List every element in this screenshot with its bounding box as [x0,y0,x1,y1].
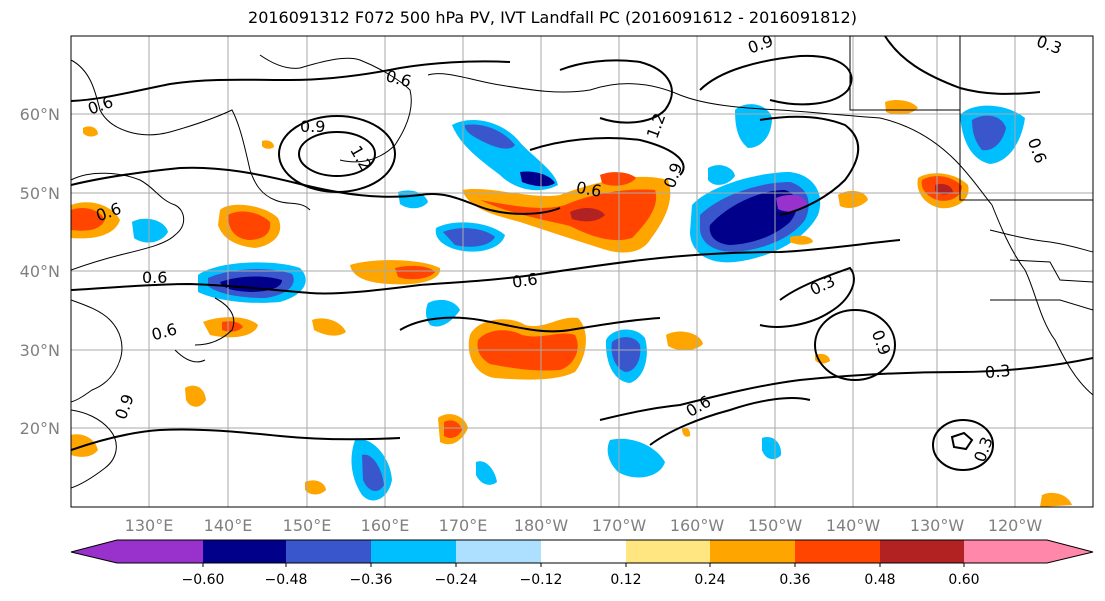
contour-label: 1.2 [346,142,375,174]
lat-tick-label: 60°N [20,105,60,124]
lon-tick-label: 180°W [514,516,569,535]
lon-tick-label: 150°W [748,516,803,535]
colorbar-tick-label: −0.12 [520,572,563,588]
colorbar-segment [71,540,117,563]
lon-tick-label: 160°E [361,516,410,535]
map-frame [70,35,1094,508]
contour-label: 0.6 [511,269,539,291]
lon-ticks: 130°E 140°E 150°E 160°E 170°E 180°W 170°… [125,516,1043,535]
lat-tick-label: 40°N [20,262,60,281]
colorbar-segment [964,540,1047,563]
colorbar-segment [1047,540,1093,563]
contour-label: 0.6 [149,319,179,344]
lat-tick-label: 50°N [20,184,60,203]
pv-anomaly-shading [71,100,1072,507]
lon-tick-label: 140°W [826,516,881,535]
colorbar-tick-label: −0.24 [435,572,478,588]
colorbar-segment [795,540,880,563]
colorbar-tick-label: 0.60 [948,572,979,588]
colorbar-tick-label: −0.48 [265,572,308,588]
colorbar-segment [286,540,371,563]
colorbar-tick-label: −0.36 [350,572,393,588]
contour-label: 0.9 [745,31,775,58]
contour-label: 0.3 [807,271,838,299]
colorbar-segment [456,540,541,563]
contour-label: 1.2 [643,111,670,141]
colorbar-tick-label: 0.36 [779,572,810,588]
map-title: 2016091312 F072 500 hPa PV, IVT Landfall… [248,8,857,27]
colorbar-tick-label: −0.60 [182,572,225,588]
lon-tick-label: 170°W [592,516,647,535]
lon-tick-label: 130°W [910,516,965,535]
colorbar-segment [203,540,286,563]
map-plot-area [71,36,1093,507]
contour-label: 0.9 [111,392,138,422]
lon-tick-label: 140°E [204,516,253,535]
contour-label: 0.9 [868,327,895,357]
contour-label: 0.6 [142,268,167,287]
colorbar-tick-label: 0.12 [610,572,641,588]
contour-label: 0.6 [575,178,603,201]
lat-tick-label: 30°N [20,341,60,360]
contour-label: 0.6 [1024,135,1051,165]
lat-ticks: 60°N 50°N 40°N 30°N 20°N [20,105,60,438]
coastlines [71,36,1093,489]
contour-label: 0.9 [300,117,325,136]
colorbar-outline [70,539,1094,564]
colorbar-segment [880,540,964,563]
colorbar-tick-label: 0.48 [864,572,895,588]
lon-tick-label: 120°W [988,516,1043,535]
contour-labels: 0.6 0.6 0.6 0.9 1.2 0.6 0.6 0.9 0.6 0.6 … [85,31,1064,465]
lon-tick-label: 160°W [670,516,725,535]
contour-label: 0.3 [984,361,1011,382]
graticule [71,36,1093,507]
colorbar-segment [371,540,456,563]
lon-tick-label: 130°E [125,516,174,535]
lon-tick-label: 150°E [283,516,332,535]
colorbar: −0.60 −0.48 −0.36 −0.24 −0.12 0.12 0.24 … [70,539,1094,588]
colorbar-segment [541,540,626,563]
lon-tick-label: 170°E [439,516,488,535]
contour-label: 0.6 [384,66,414,91]
colorbar-segment [710,540,795,563]
lat-tick-label: 20°N [20,419,60,438]
colorbar-segment [626,540,710,563]
ivt-contours [71,36,1093,471]
colorbar-segment [117,540,203,563]
colorbar-tick-label: 0.24 [694,572,725,588]
